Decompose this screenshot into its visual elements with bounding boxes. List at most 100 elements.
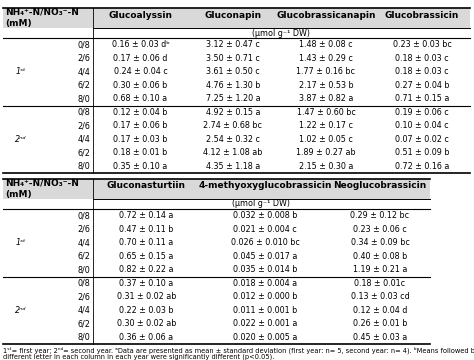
Text: 2/6: 2/6 (77, 225, 90, 234)
Text: (μmol g⁻¹ DW): (μmol g⁻¹ DW) (233, 199, 291, 208)
Text: 0/8: 0/8 (77, 108, 90, 117)
Text: 0.36 ± 0.06 a: 0.36 ± 0.06 a (119, 333, 173, 342)
Text: 4-methyoxyglucobrassicin: 4-methyoxyglucobrassicin (198, 181, 332, 190)
Text: 3.50 ± 0.71 c: 3.50 ± 0.71 c (206, 54, 260, 63)
Bar (3, 179, 430, 199)
Text: 0.27 ± 0.04 b: 0.27 ± 0.04 b (395, 81, 449, 90)
Text: 0.70 ± 0.11 a: 0.70 ± 0.11 a (119, 238, 173, 247)
Text: 1.77 ± 0.16 bc: 1.77 ± 0.16 bc (297, 67, 356, 76)
Text: 6/2: 6/2 (77, 252, 90, 261)
Text: 0.022 ± 0.001 a: 0.022 ± 0.001 a (233, 319, 297, 328)
Text: 0/8: 0/8 (77, 279, 90, 288)
Text: 2ⁿᵈ: 2ⁿᵈ (15, 135, 27, 144)
Text: 4.35 ± 1.18 a: 4.35 ± 1.18 a (206, 162, 260, 171)
Text: 0.23 ± 0.03 bc: 0.23 ± 0.03 bc (392, 40, 451, 49)
Text: 0.12 ± 0.04 d: 0.12 ± 0.04 d (353, 306, 407, 315)
Text: 4.12 ± 1.08 ab: 4.12 ± 1.08 ab (203, 148, 263, 157)
Text: 0.31 ± 0.02 ab: 0.31 ± 0.02 ab (117, 292, 176, 301)
Text: Glucoalyssin: Glucoalyssin (109, 10, 173, 19)
Text: 1ˢᵗ= first year; 2ⁿᵈ= second year. ᵃData are presented as mean ± standard deviat: 1ˢᵗ= first year; 2ⁿᵈ= second year. ᵃData… (3, 347, 474, 355)
Text: 0.16 ± 0.03 dᵇ: 0.16 ± 0.03 dᵇ (111, 40, 169, 49)
Text: 1.19 ± 0.21 a: 1.19 ± 0.21 a (353, 265, 407, 274)
Text: 0.34 ± 0.09 bc: 0.34 ± 0.09 bc (351, 238, 410, 247)
Text: 0.18 ± 0.03 c: 0.18 ± 0.03 c (395, 67, 449, 76)
Text: 0.17 ± 0.06 b: 0.17 ± 0.06 b (113, 121, 168, 130)
Text: 4/4: 4/4 (77, 238, 90, 247)
Text: 6/2: 6/2 (77, 81, 90, 90)
Text: 0.13 ± 0.03 cd: 0.13 ± 0.03 cd (351, 292, 410, 301)
Text: Glucobrassicin: Glucobrassicin (385, 10, 459, 19)
Text: 0.045 ± 0.017 a: 0.045 ± 0.017 a (233, 252, 297, 261)
Text: 0.12 ± 0.04 b: 0.12 ± 0.04 b (113, 108, 168, 117)
Text: 0.011 ± 0.001 b: 0.011 ± 0.001 b (233, 306, 297, 315)
Text: Gluconasturtiin: Gluconasturtiin (107, 181, 186, 190)
Text: 0.29 ± 0.12 bc: 0.29 ± 0.12 bc (350, 211, 410, 220)
Text: Gluconapin: Gluconapin (204, 10, 262, 19)
Text: different letter in each column in each year were significantly different (p<0.0: different letter in each column in each … (3, 354, 274, 360)
Text: 0.68 ± 0.10 a: 0.68 ± 0.10 a (113, 94, 168, 103)
Text: 0.47 ± 0.11 b: 0.47 ± 0.11 b (119, 225, 173, 234)
Text: 8/0: 8/0 (77, 162, 90, 171)
Text: 1.43 ± 0.29 c: 1.43 ± 0.29 c (299, 54, 353, 63)
Text: 2/6: 2/6 (77, 54, 90, 63)
Text: 0.72 ± 0.14 a: 0.72 ± 0.14 a (119, 211, 173, 220)
Text: 2/6: 2/6 (77, 292, 90, 301)
Text: (μmol g⁻¹ DW): (μmol g⁻¹ DW) (253, 28, 310, 37)
Text: 1.47 ± 0.60 bc: 1.47 ± 0.60 bc (297, 108, 356, 117)
Text: 0.10 ± 0.04 c: 0.10 ± 0.04 c (395, 121, 449, 130)
Text: 0.18 ± 0.03 c: 0.18 ± 0.03 c (395, 54, 449, 63)
Text: 1.22 ± 0.17 c: 1.22 ± 0.17 c (299, 121, 353, 130)
Text: 0.30 ± 0.06 b: 0.30 ± 0.06 b (113, 81, 168, 90)
Text: 3.12 ± 0.47 c: 3.12 ± 0.47 c (206, 40, 260, 49)
Text: 0.26 ± 0.01 b: 0.26 ± 0.01 b (353, 319, 407, 328)
Text: 0.020 ± 0.005 a: 0.020 ± 0.005 a (233, 333, 297, 342)
Text: 6/2: 6/2 (77, 319, 90, 328)
Text: 0.51 ± 0.09 b: 0.51 ± 0.09 b (395, 148, 449, 157)
Text: 0.17 ± 0.03 b: 0.17 ± 0.03 b (113, 135, 168, 144)
Text: 4/4: 4/4 (77, 67, 90, 76)
Text: 0.71 ± 0.15 a: 0.71 ± 0.15 a (395, 94, 449, 103)
Text: NH₄⁺-N/NO₃⁻-N
(mM): NH₄⁺-N/NO₃⁻-N (mM) (5, 8, 79, 28)
Text: 7.25 ± 1.20 a: 7.25 ± 1.20 a (206, 94, 260, 103)
Text: 0.37 ± 0.10 a: 0.37 ± 0.10 a (119, 279, 173, 288)
Text: 2.74 ± 0.68 bc: 2.74 ± 0.68 bc (203, 121, 263, 130)
Text: 0.35 ± 0.10 a: 0.35 ± 0.10 a (113, 162, 168, 171)
Text: 3.87 ± 0.82 a: 3.87 ± 0.82 a (299, 94, 353, 103)
Text: 0.65 ± 0.15 a: 0.65 ± 0.15 a (119, 252, 173, 261)
Text: 0.72 ± 0.16 a: 0.72 ± 0.16 a (395, 162, 449, 171)
Text: 0.40 ± 0.08 b: 0.40 ± 0.08 b (353, 252, 407, 261)
Text: 0.018 ± 0.004 a: 0.018 ± 0.004 a (233, 279, 297, 288)
Text: NH₄⁺-N/NO₃⁻-N
(mM): NH₄⁺-N/NO₃⁻-N (mM) (5, 179, 79, 199)
Text: 0.19 ± 0.06 c: 0.19 ± 0.06 c (395, 108, 449, 117)
Text: 1.02 ± 0.05 c: 1.02 ± 0.05 c (299, 135, 353, 144)
Text: 0.45 ± 0.03 a: 0.45 ± 0.03 a (353, 333, 407, 342)
Text: 8/0: 8/0 (77, 265, 90, 274)
Text: 0.24 ± 0.04 c: 0.24 ± 0.04 c (114, 67, 167, 76)
Text: 8/0: 8/0 (77, 333, 90, 342)
Text: 0.18 ± 0.01c: 0.18 ± 0.01c (355, 279, 406, 288)
Text: 0.23 ± 0.06 c: 0.23 ± 0.06 c (353, 225, 407, 234)
Text: Neoglucobrassicin: Neoglucobrassicin (333, 181, 427, 190)
Text: 0.18 ± 0.01 b: 0.18 ± 0.01 b (113, 148, 168, 157)
Text: 0/8: 0/8 (77, 40, 90, 49)
Text: 6/2: 6/2 (77, 148, 90, 157)
Text: 0.22 ± 0.03 b: 0.22 ± 0.03 b (119, 306, 174, 315)
Text: 3.61 ± 0.50 c: 3.61 ± 0.50 c (206, 67, 260, 76)
Text: 0.07 ± 0.02 c: 0.07 ± 0.02 c (395, 135, 449, 144)
Text: 2.54 ± 0.32 c: 2.54 ± 0.32 c (206, 135, 260, 144)
Text: 0.30 ± 0.02 ab: 0.30 ± 0.02 ab (117, 319, 176, 328)
Text: 4/4: 4/4 (77, 135, 90, 144)
Text: 0.032 ± 0.008 b: 0.032 ± 0.008 b (233, 211, 297, 220)
Text: 0.82 ± 0.22 a: 0.82 ± 0.22 a (119, 265, 174, 274)
Text: Glucobrassicanapin: Glucobrassicanapin (276, 10, 376, 19)
Text: 8/0: 8/0 (77, 94, 90, 103)
Text: 1ˢᵗ: 1ˢᵗ (16, 238, 26, 247)
Text: 1ˢᵗ: 1ˢᵗ (16, 67, 26, 76)
Text: 0.021 ± 0.004 c: 0.021 ± 0.004 c (233, 225, 297, 234)
Text: 0.026 ± 0.010 bc: 0.026 ± 0.010 bc (230, 238, 300, 247)
Text: 1.89 ± 0.27 ab: 1.89 ± 0.27 ab (296, 148, 356, 157)
Bar (3, 8, 470, 28)
Text: 0.17 ± 0.06 d: 0.17 ± 0.06 d (113, 54, 168, 63)
Text: 0.035 ± 0.014 b: 0.035 ± 0.014 b (233, 265, 297, 274)
Text: 4.76 ± 1.30 b: 4.76 ± 1.30 b (206, 81, 260, 90)
